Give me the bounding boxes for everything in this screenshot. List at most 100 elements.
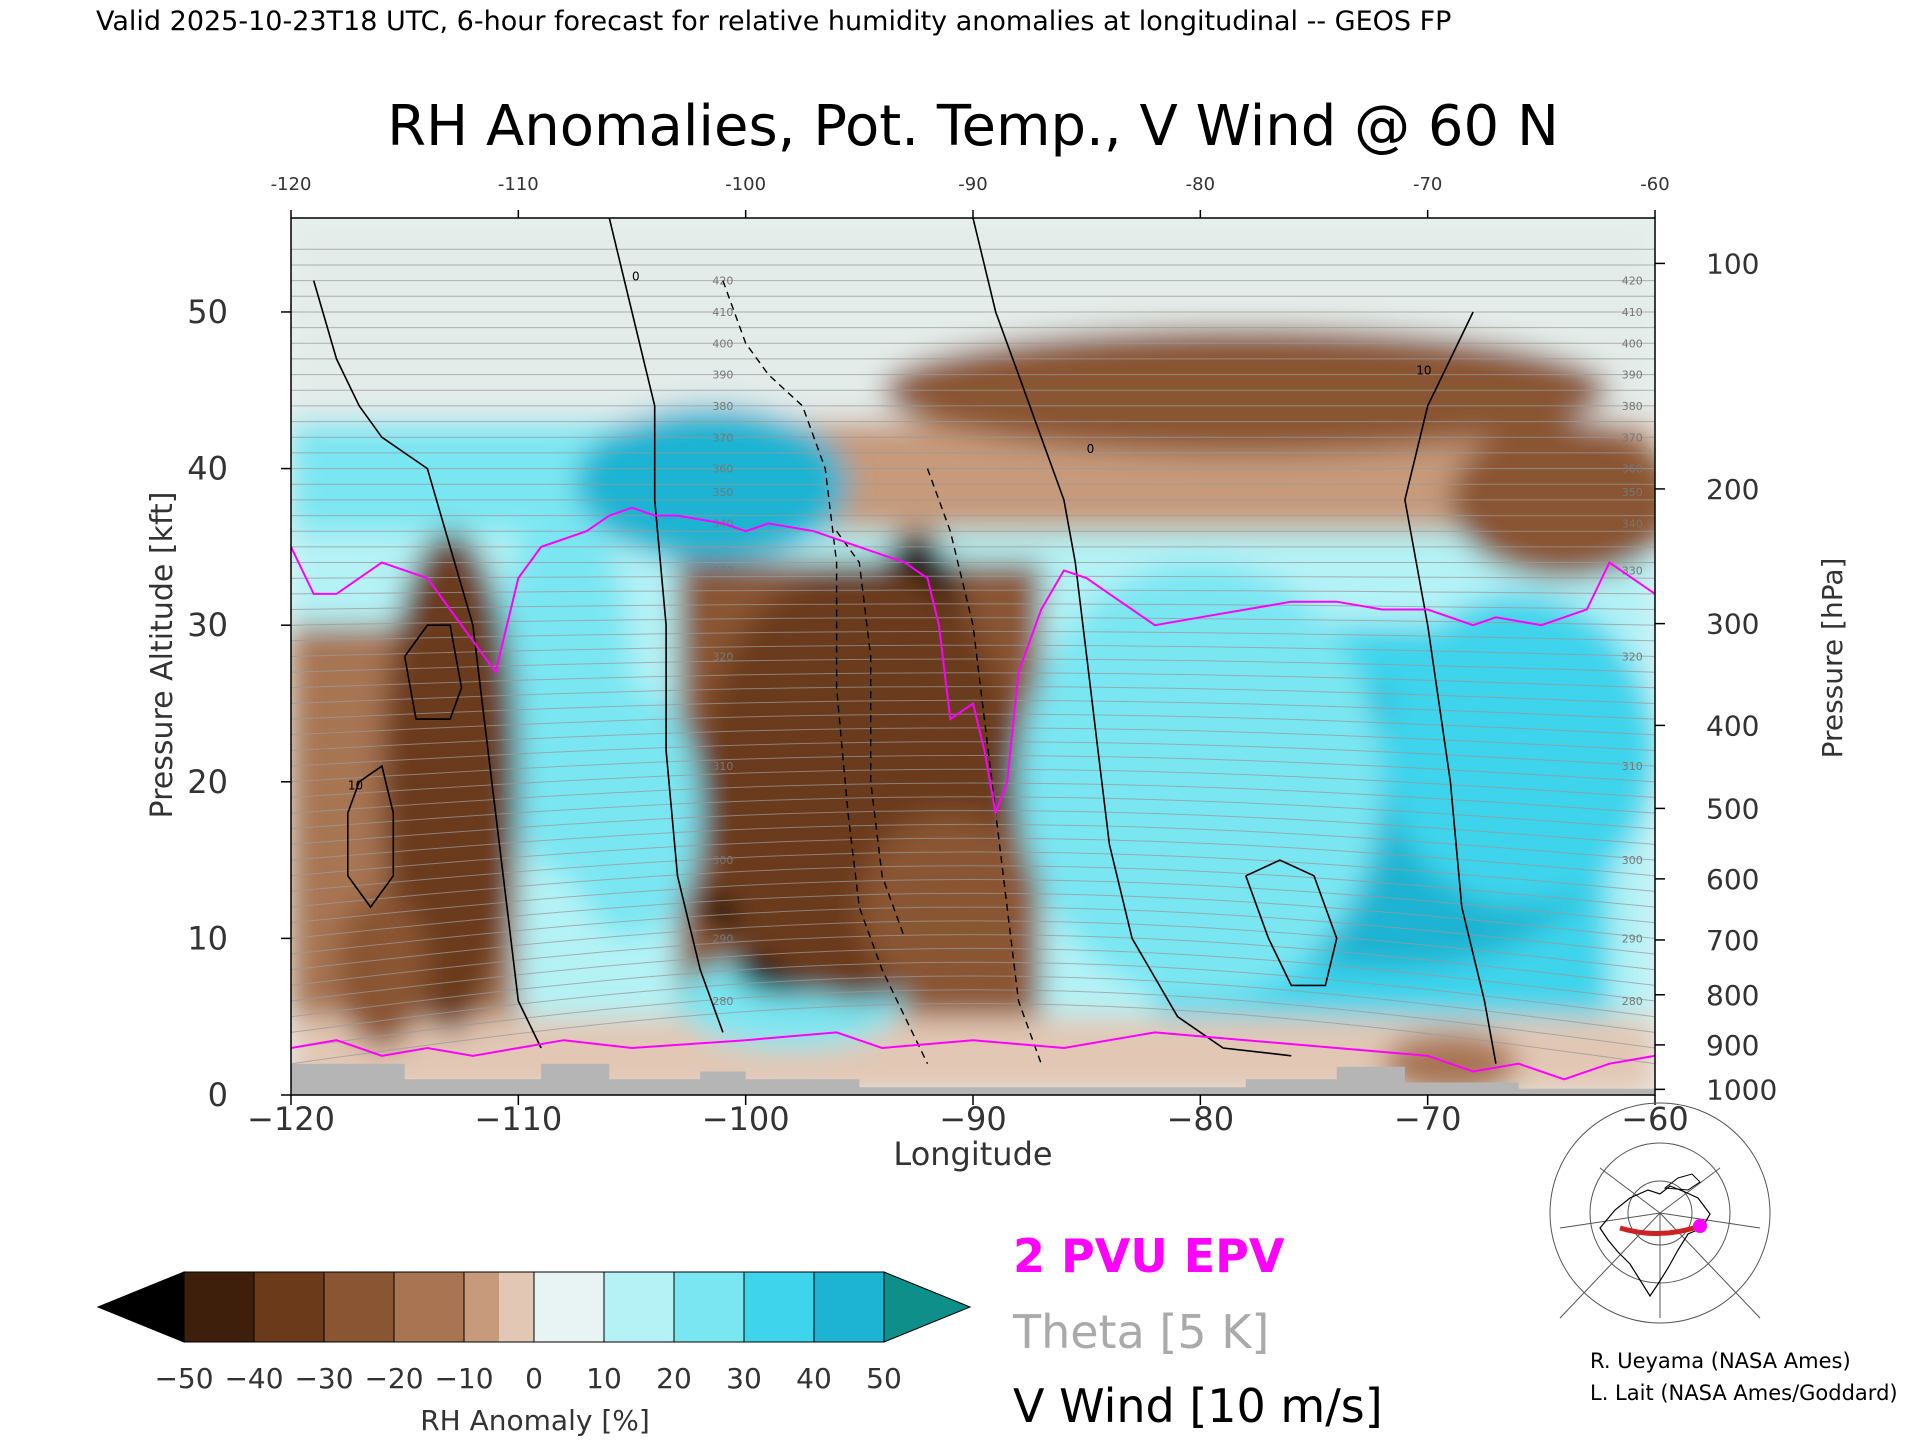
colorbar-cell (534, 1272, 570, 1342)
y2-tick-label: 600 (1706, 863, 1759, 896)
theta-line (291, 589, 1655, 595)
y-axis-altitude: 0 10 20 30 40 50 (187, 293, 291, 1114)
y-tick-label: 50 (187, 293, 228, 331)
y-tick-label: 20 (187, 763, 228, 801)
y-axis-pressure: 1000 900 800 700 600 500 400 300 200 100 (1655, 247, 1777, 1106)
theta-line (291, 906, 1655, 955)
y2-tick-label: 900 (1706, 1029, 1759, 1062)
colorbar-tick-label: −10 (434, 1362, 493, 1395)
x-tick-label-top: -90 (958, 174, 987, 195)
theta-line (291, 975, 1655, 1033)
colorbar-high-extend (883, 1271, 972, 1343)
colorbar-cell (779, 1272, 815, 1342)
theta-line (291, 630, 1655, 642)
colorbar-cell (499, 1272, 535, 1342)
colorbar-segment-3 (394, 1272, 465, 1342)
colorbar-cell (394, 1272, 430, 1342)
theta-line (291, 865, 1655, 908)
wind-contour-5 (403, 624, 463, 720)
x-tick-label: −80 (1167, 1100, 1235, 1138)
colorbar-segment-5 (534, 1272, 605, 1342)
theta-label-east-310: 310 (1622, 760, 1643, 773)
colorbar-cell (219, 1272, 255, 1342)
colorbar-cell (464, 1272, 500, 1342)
theta-label-390: 390 (712, 369, 733, 382)
theta-label-east-300: 300 (1622, 854, 1643, 867)
x-tick-label: −110 (474, 1100, 562, 1138)
colorbar-tick-label: 10 (586, 1362, 622, 1395)
theta-label-east-340: 340 (1622, 517, 1643, 530)
colorbar-cell (324, 1272, 360, 1342)
theta-label-east-390: 390 (1622, 369, 1643, 382)
colorbar-segment-2 (324, 1272, 395, 1342)
theta-line (291, 699, 1655, 720)
theta-line (291, 686, 1655, 704)
colorbar-cell (429, 1272, 465, 1342)
pv-line-upper (291, 506, 1655, 817)
wind-contour-dashed-0 (722, 280, 929, 1065)
colorbar-segment-0 (184, 1272, 255, 1342)
colorbar-cell (359, 1272, 395, 1342)
colorbar: −50 −40 −30 −20 −10 0 10 20 30 40 50 (96, 1271, 972, 1395)
colorbar-cell (639, 1272, 675, 1342)
colorbar-segment-7 (674, 1272, 745, 1342)
theta-label-east-420: 420 (1622, 275, 1643, 288)
y2-axis-label: Pressure [hPa] (1816, 558, 1849, 759)
x-tick-label: −100 (702, 1100, 790, 1138)
rh-blob-2 (563, 687, 701, 939)
wind-label-10: 10 (348, 779, 363, 793)
theta-line (291, 644, 1655, 657)
theta-label-280: 280 (712, 995, 733, 1008)
theta-label-410: 410 (712, 306, 733, 319)
colorbar-segment-9 (814, 1272, 885, 1342)
theta-line (291, 1002, 1655, 1065)
theta-line (291, 947, 1655, 1002)
theta-label-east-320: 320 (1622, 651, 1643, 664)
wind-contour-3 (1404, 311, 1497, 1064)
colorbar-tick-label: −30 (294, 1362, 353, 1395)
colorbar-cell (604, 1272, 640, 1342)
colorbar-cell (744, 1272, 780, 1342)
theta-line (291, 878, 1655, 924)
theta-line (291, 658, 1655, 673)
theta-label-330: 330 (712, 564, 733, 577)
x-tick-label: −70 (1394, 1100, 1462, 1138)
terrain-fill (291, 1063, 1655, 1095)
colorbar-tick-label: 20 (656, 1362, 692, 1395)
colorbar-segment-4 (464, 1272, 535, 1342)
colorbar-tick-label: −50 (154, 1362, 213, 1395)
theta-line (291, 741, 1655, 767)
colorbar-cell (849, 1272, 885, 1342)
colorbar-label: RH Anomaly [%] (420, 1404, 650, 1437)
x-tick-label-top: -70 (1413, 174, 1442, 195)
theta-line (291, 892, 1655, 939)
colorbar-tick-label: 50 (866, 1362, 902, 1395)
v-wind-contours: 10 0 0 10 (312, 218, 1497, 1065)
theta-line (291, 727, 1655, 751)
colorbar-tick-label: −40 (224, 1362, 283, 1395)
colorbar-cell (184, 1272, 220, 1342)
theta-line (291, 603, 1655, 610)
colorbar-segment-1 (254, 1272, 325, 1342)
theta-label-360: 360 (712, 463, 733, 476)
wind-contour-dashed-2 (836, 530, 906, 939)
theta-line (291, 810, 1655, 845)
colorbar-tick-label: 40 (796, 1362, 832, 1395)
wind-contour-2 (972, 218, 1292, 1057)
y2-tick-label: 800 (1706, 979, 1759, 1012)
wind-label-0: 0 (632, 270, 640, 284)
x-axis: −120 -120 −110 -110 −100 -100 −90 -90 −80 -80 −70 -… (247, 174, 1689, 1138)
colorbar-cell (254, 1272, 290, 1342)
wind-contour-6 (1245, 859, 1338, 987)
theta-label-400: 400 (712, 337, 733, 350)
theta-line (291, 851, 1655, 892)
theta-line (291, 961, 1655, 1018)
x-tick-label-top: -110 (498, 174, 539, 195)
theta-label-east-350: 350 (1622, 486, 1643, 499)
x-tick-label-top: -80 (1186, 174, 1215, 195)
y-tick-label: 10 (187, 919, 228, 957)
y-tick-label: 0 (208, 1076, 228, 1114)
y-axis-label: Pressure Altitude [kft] (145, 492, 180, 819)
x-tick-label: −120 (247, 1100, 335, 1138)
